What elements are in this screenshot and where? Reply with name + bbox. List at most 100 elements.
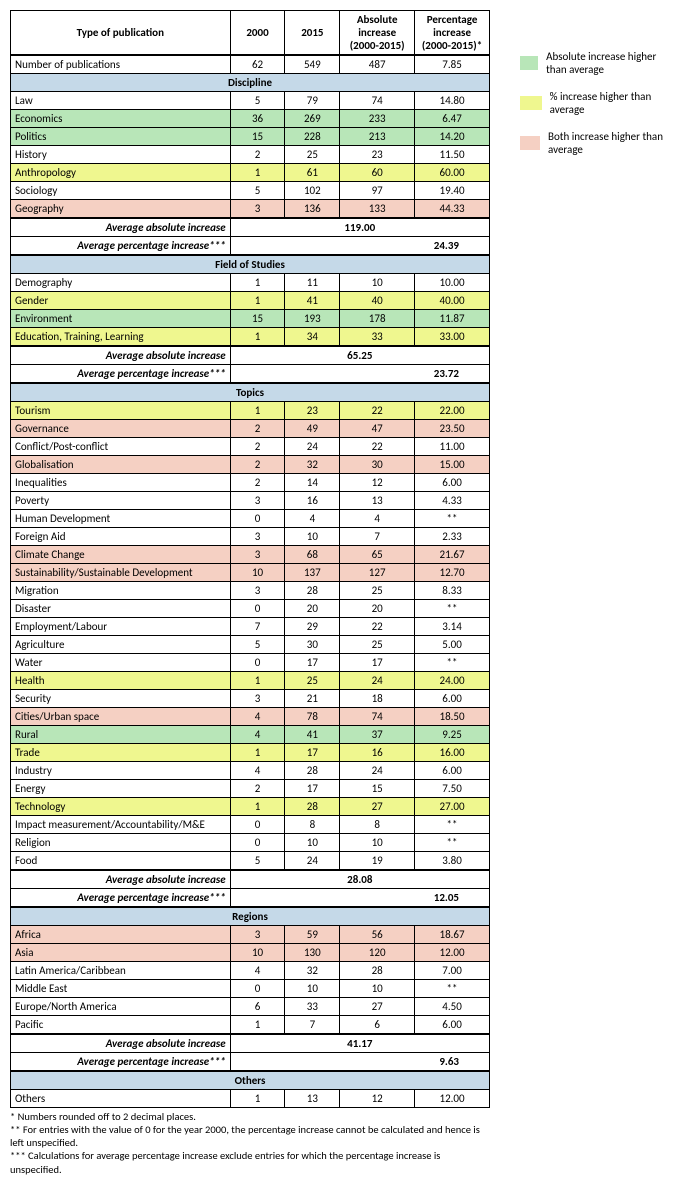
header-2015: 2015 bbox=[285, 11, 340, 56]
cell-2015: 30 bbox=[285, 636, 340, 654]
cell-label: Number of publications bbox=[11, 55, 231, 74]
cell-pct: 8.33 bbox=[415, 582, 490, 600]
cell-label: Disaster bbox=[11, 600, 231, 618]
cell-2000: 1 bbox=[230, 1016, 285, 1035]
cell-2000: 3 bbox=[230, 926, 285, 944]
cell-pct: 11.87 bbox=[415, 310, 490, 328]
cell-2015: 228 bbox=[285, 128, 340, 146]
cell-pct: ** bbox=[415, 600, 490, 618]
cell-pct: 18.50 bbox=[415, 708, 490, 726]
table-row: Education, Training, Learning1343333.00 bbox=[11, 328, 490, 347]
table-row: Inequalities214126.00 bbox=[11, 474, 490, 492]
cell-abs: 40 bbox=[340, 292, 415, 310]
legend-label: % increase higher than average bbox=[550, 90, 675, 116]
cell-2015: 41 bbox=[285, 292, 340, 310]
cell-2015: 17 bbox=[285, 654, 340, 672]
cell-2015: 28 bbox=[285, 798, 340, 816]
avg-abs-label: Average absolute increase bbox=[11, 870, 231, 889]
table-row: Industry428246.00 bbox=[11, 762, 490, 780]
cell-pct: 9.25 bbox=[415, 726, 490, 744]
table-row: Water01717** bbox=[11, 654, 490, 672]
cell-abs: 17 bbox=[340, 654, 415, 672]
cell-label: Economics bbox=[11, 110, 231, 128]
table-row: Law5797414.80 bbox=[11, 92, 490, 110]
table-row: Food524193.80 bbox=[11, 852, 490, 871]
legend-swatch bbox=[520, 96, 542, 110]
table-row: Health1252424.00 bbox=[11, 672, 490, 690]
cell-pct: ** bbox=[415, 834, 490, 852]
cell-abs: 65 bbox=[340, 546, 415, 564]
cell-2000: 1 bbox=[230, 744, 285, 762]
cell-pct: 2.33 bbox=[415, 528, 490, 546]
cell-pct: 16.00 bbox=[415, 744, 490, 762]
cell-abs: 74 bbox=[340, 92, 415, 110]
header-2000: 2000 bbox=[230, 11, 285, 56]
cell-2015: 61 bbox=[285, 164, 340, 182]
table-row: Latin America/Caribbean432287.00 bbox=[11, 962, 490, 980]
cell-2000: 1 bbox=[230, 1090, 285, 1108]
cell-2015: 25 bbox=[285, 672, 340, 690]
table-row: Sustainability/Sustainable Development10… bbox=[11, 564, 490, 582]
cell-2015: 20 bbox=[285, 600, 340, 618]
table-row: Trade1171616.00 bbox=[11, 744, 490, 762]
cell-2015: 137 bbox=[285, 564, 340, 582]
cell-label: Others bbox=[11, 1090, 231, 1108]
cell-2015: 25 bbox=[285, 146, 340, 164]
cell-pct: 7.00 bbox=[415, 962, 490, 980]
table-header-row: Type of publication 2000 2015 Absolute i… bbox=[11, 11, 490, 56]
table-row: Globalisation2323015.00 bbox=[11, 456, 490, 474]
legend: Absolute increase higher than average% i… bbox=[520, 50, 675, 170]
cell-label: Technology bbox=[11, 798, 231, 816]
cell-pct: 14.80 bbox=[415, 92, 490, 110]
cell-pct: ** bbox=[415, 654, 490, 672]
cell-2000: 3 bbox=[230, 546, 285, 564]
footnote: ** For entries with the value of 0 for t… bbox=[10, 1123, 490, 1149]
cell-label: Trade bbox=[11, 744, 231, 762]
cell-label: Agriculture bbox=[11, 636, 231, 654]
cell-pct: 23.50 bbox=[415, 420, 490, 438]
cell-abs: 16 bbox=[340, 744, 415, 762]
cell-2015: 13 bbox=[285, 1090, 340, 1108]
avg-percentage-row: Average percentage increase***24.39 bbox=[11, 237, 490, 256]
cell-abs: 33 bbox=[340, 328, 415, 347]
cell-pct: ** bbox=[415, 980, 490, 998]
cell-abs: 25 bbox=[340, 582, 415, 600]
cell-pct: 10.00 bbox=[415, 274, 490, 292]
section-title: Others bbox=[11, 1071, 490, 1090]
cell-2015: 24 bbox=[285, 438, 340, 456]
header-pct: Percentage increase (2000-2015)* bbox=[415, 11, 490, 56]
cell-2000: 7 bbox=[230, 618, 285, 636]
cell-pct: 6.00 bbox=[415, 1016, 490, 1035]
table-row: Pacific1766.00 bbox=[11, 1016, 490, 1035]
cell-pct: 3.14 bbox=[415, 618, 490, 636]
table-row: Energy217157.50 bbox=[11, 780, 490, 798]
cell-label: Sustainability/Sustainable Development bbox=[11, 564, 231, 582]
cell-2000: 1 bbox=[230, 292, 285, 310]
cell-2000: 1 bbox=[230, 274, 285, 292]
cell-2015: 17 bbox=[285, 780, 340, 798]
cell-abs: 22 bbox=[340, 438, 415, 456]
cell-2000: 4 bbox=[230, 962, 285, 980]
cell-abs: 25 bbox=[340, 636, 415, 654]
cell-abs: 10 bbox=[340, 834, 415, 852]
cell-label: Impact measurement/Accountability/M&E bbox=[11, 816, 231, 834]
cell-2000: 0 bbox=[230, 816, 285, 834]
avg-abs-value: 41.17 bbox=[230, 1034, 489, 1053]
table-row: Cities/Urban space4787418.50 bbox=[11, 708, 490, 726]
cell-2000: 2 bbox=[230, 780, 285, 798]
cell-2000: 2 bbox=[230, 438, 285, 456]
cell-label: Religion bbox=[11, 834, 231, 852]
table-row: Europe/North America633274.50 bbox=[11, 998, 490, 1016]
cell-2015: 10 bbox=[285, 980, 340, 998]
table-row: Demography1111010.00 bbox=[11, 274, 490, 292]
section-title: Field of Studies bbox=[11, 255, 490, 274]
cell-2015: 10 bbox=[285, 834, 340, 852]
cell-label: Human Development bbox=[11, 510, 231, 528]
avg-absolute-row: Average absolute increase65.25 bbox=[11, 346, 490, 365]
cell-label: Industry bbox=[11, 762, 231, 780]
cell-pct: 12.70 bbox=[415, 564, 490, 582]
cell-pct: 4.50 bbox=[415, 998, 490, 1016]
cell-2015: 29 bbox=[285, 618, 340, 636]
table-row: Human Development044** bbox=[11, 510, 490, 528]
cell-abs: 18 bbox=[340, 690, 415, 708]
